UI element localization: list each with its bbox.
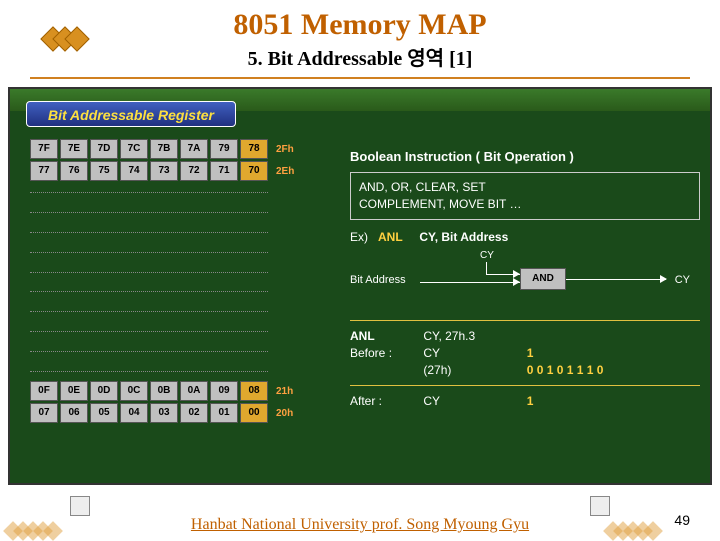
code-op: ANL [350, 329, 420, 343]
section-title: Boolean Instruction ( Bit Operation ) [350, 149, 700, 164]
divider-line [350, 320, 700, 321]
bit-cell: 05 [90, 403, 118, 423]
decorative-boxes-top [50, 30, 86, 53]
bit-cell: 07 [30, 403, 58, 423]
bit-cell: 0F [30, 381, 58, 401]
bit-cell: 7B [150, 139, 178, 159]
title-divider [30, 77, 690, 79]
footer: Hanbat National University prof. Song My… [0, 516, 720, 534]
before-label: Before : [350, 346, 420, 360]
diagram-cy-out: CY [675, 274, 690, 286]
bit-cell: 79 [210, 139, 238, 159]
dotted-placeholder [30, 183, 310, 381]
register-badge: Bit Addressable Register [26, 101, 236, 127]
bit-cell: 7C [120, 139, 148, 159]
and-diagram: CY Bit Address AND CY [350, 250, 700, 310]
example-line: Ex) ANL CY, Bit Address [350, 230, 700, 244]
bit-grid: 7F 7E 7D 7C 7B 7A 79 78 2Fh 77 76 75 74 … [30, 139, 310, 459]
page-subtitle: 5. Bit Addressable 영역 [1] [0, 42, 720, 71]
bit-cell: 73 [150, 161, 178, 181]
after-cy: CY [423, 394, 523, 408]
bit-cell: 71 [210, 161, 238, 181]
bit-cell: 78 [240, 139, 268, 159]
grid-row: 07 06 05 04 03 02 01 00 20h [30, 403, 310, 423]
bit-cell: 7F [30, 139, 58, 159]
before-cy-val: 1 [527, 346, 534, 360]
row-address: 2Fh [276, 144, 306, 155]
page-title: 8051 Memory MAP [0, 8, 720, 42]
grid-row: 7F 7E 7D 7C 7B 7A 79 78 2Fh [30, 139, 310, 159]
bit-cell: 76 [60, 161, 88, 181]
bit-cell: 02 [180, 403, 208, 423]
bit-cell: 01 [210, 403, 238, 423]
example-label: Ex) [350, 230, 368, 244]
code-after: After : CY 1 [350, 394, 700, 408]
example-op: ANL [378, 230, 403, 244]
after-cy-val: 1 [527, 394, 534, 408]
operations-box: AND, OR, CLEAR, SET COMPLEMENT, MOVE BIT… [350, 172, 700, 220]
example-args: CY, Bit Address [419, 230, 508, 244]
bit-cell: 03 [150, 403, 178, 423]
before-cy: CY [423, 346, 523, 360]
diagram-cy-label: CY [480, 250, 494, 261]
bit-cell: 04 [120, 403, 148, 423]
bit-cell: 08 [240, 381, 268, 401]
bit-cell: 72 [180, 161, 208, 181]
bit-cell: 0C [120, 381, 148, 401]
bit-cell: 00 [240, 403, 268, 423]
page-number: 49 [674, 512, 690, 528]
university-logo-icon [590, 496, 610, 516]
row-address: 21h [276, 386, 306, 397]
diagram-bitaddr-label: Bit Address [350, 274, 406, 286]
row-address: 20h [276, 408, 306, 419]
row-address: 2Eh [276, 166, 306, 177]
header: 8051 Memory MAP 5. Bit Addressable 영역 [1… [0, 0, 720, 83]
bit-cell: 09 [210, 381, 238, 401]
instruction-panel: Boolean Instruction ( Bit Operation ) AN… [350, 149, 700, 411]
bit-cell: 70 [240, 161, 268, 181]
bit-cell: 0A [180, 381, 208, 401]
and-gate-box: AND [520, 268, 566, 290]
operations-text: AND, OR, CLEAR, SET COMPLEMENT, MOVE BIT… [359, 180, 521, 211]
bit-cell: 0D [90, 381, 118, 401]
footer-text: Hanbat National University prof. Song My… [191, 516, 529, 533]
bit-cell: 0B [150, 381, 178, 401]
bit-cell: 77 [30, 161, 58, 181]
bit-cell: 7D [90, 139, 118, 159]
bit-cell: 7E [60, 139, 88, 159]
code-before: Before : CY 1 [350, 346, 700, 360]
code-before-bits: (27h) 0 0 1 0 1 1 1 0 [350, 363, 700, 377]
bit-cell: 75 [90, 161, 118, 181]
university-logo-icon [70, 496, 90, 516]
grid-row: 0F 0E 0D 0C 0B 0A 09 08 21h [30, 381, 310, 401]
before-bits: 0 0 1 0 1 1 1 0 [527, 363, 604, 377]
after-label: After : [350, 394, 420, 408]
bit-cell: 7A [180, 139, 208, 159]
bit-cell: 0E [60, 381, 88, 401]
divider-line [350, 385, 700, 386]
bit-cell: 74 [120, 161, 148, 181]
code-anl: ANL CY, 27h.3 [350, 329, 700, 343]
content-panel: Bit Addressable Register 7F 7E 7D 7C 7B … [8, 87, 712, 485]
grid-row: 77 76 75 74 73 72 71 70 2Eh [30, 161, 310, 181]
code-args: CY, 27h.3 [423, 329, 475, 343]
before-addr: (27h) [423, 363, 523, 377]
bit-cell: 06 [60, 403, 88, 423]
